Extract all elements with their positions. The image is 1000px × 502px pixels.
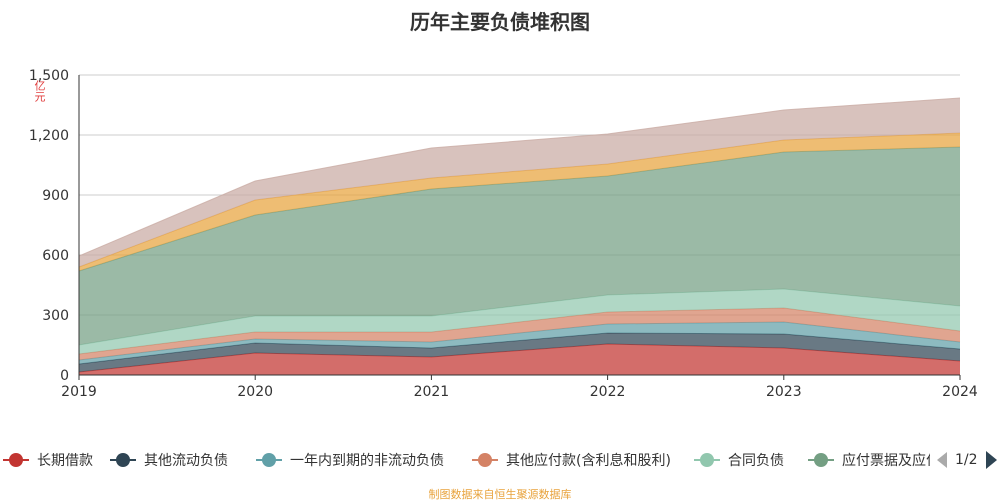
- x-tick-label: 2022: [590, 384, 626, 400]
- legend-label: 应付票据及应付账款: [842, 453, 930, 469]
- area-series-2: [79, 333, 960, 372]
- legend-item[interactable]: 应付票据及应付账款: [808, 447, 930, 473]
- x-tick-label: 2020: [237, 384, 273, 400]
- x-tick-label: 2024: [942, 384, 978, 400]
- area-series-6: [79, 147, 960, 345]
- legend-item[interactable]: 长期借款: [3, 447, 93, 473]
- x-tick-label: 2023: [766, 384, 802, 400]
- legend-marker-icon: [808, 453, 834, 467]
- area-series-7: [79, 133, 960, 271]
- legend-label: 合同负债: [728, 453, 784, 469]
- legend-marker-icon: [256, 453, 282, 467]
- area-series-1: [79, 344, 960, 375]
- legend-item[interactable]: 其他流动负债: [110, 447, 228, 473]
- source-note: 制图数据来自恒生聚源数据库: [428, 488, 572, 501]
- legend-label: 其他应付款(含利息和股利): [506, 453, 671, 469]
- y-tick-label: 900: [42, 188, 69, 204]
- y-axis-unit-label: 亿元: [33, 80, 46, 102]
- legend-label: 长期借款: [37, 453, 93, 469]
- legend-items: 长期借款 其他流动负债 一年内到期的非流动负债 其他应付款(含利息和股利) 合同负债 应付…: [0, 447, 930, 473]
- legend-item[interactable]: 一年内到期的非流动负债: [256, 447, 444, 473]
- legend-marker-icon: [110, 453, 136, 467]
- legend-marker-icon: [3, 453, 29, 467]
- chart-title: 历年主要负债堆积图: [410, 10, 590, 34]
- area-series-8: [79, 98, 960, 267]
- y-tick-label: 600: [42, 248, 69, 264]
- series-line-5: [78, 288, 961, 346]
- area-series-5: [79, 289, 960, 354]
- legend: 长期借款 其他流动负债 一年内到期的非流动负债 其他应付款(含利息和股利) 合同负债 应付…: [0, 447, 1000, 473]
- legend-page-indicator: 1/2: [955, 452, 978, 468]
- axes: 0 300 600 900 1,200 1,500 2019 2020 2021 2022 2023…: [29, 68, 978, 400]
- legend-pager: 1/2: [937, 447, 997, 473]
- x-tick-label: 2021: [414, 384, 450, 400]
- legend-next-icon[interactable]: [985, 451, 997, 469]
- stacked-area-chart: 0 300 600 900 1,200 1,500 2019 2020 2021 2022 2023…: [29, 68, 978, 400]
- area-series-3: [79, 322, 960, 364]
- y-tick-label: 1,200: [29, 128, 69, 144]
- legend-label: 其他流动负债: [144, 453, 228, 469]
- y-tick-label: 0: [60, 368, 69, 384]
- x-tick-label: 2019: [61, 384, 97, 400]
- legend-item[interactable]: 合同负债: [694, 447, 784, 473]
- legend-marker-icon: [472, 453, 498, 467]
- legend-label: 一年内到期的非流动负债: [290, 453, 444, 469]
- area-series-4: [79, 308, 960, 360]
- legend-marker-icon: [694, 453, 720, 467]
- legend-prev-icon[interactable]: [937, 452, 947, 468]
- legend-item[interactable]: 其他应付款(含利息和股利): [472, 447, 671, 473]
- y-tick-label: 300: [42, 308, 69, 324]
- area-series: [78, 97, 961, 375]
- y-tick-label: 1,500: [29, 68, 69, 84]
- series-line-8: [78, 97, 961, 257]
